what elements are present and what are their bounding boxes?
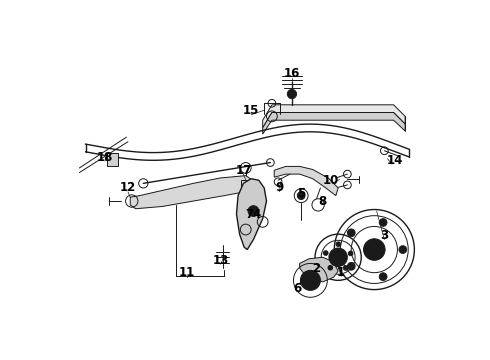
Circle shape <box>347 229 355 237</box>
Circle shape <box>336 242 341 247</box>
Polygon shape <box>130 176 255 209</box>
Text: 14: 14 <box>387 154 403 167</box>
Circle shape <box>300 270 320 291</box>
Text: 3: 3 <box>380 229 389 242</box>
Text: 1: 1 <box>337 266 345 279</box>
Polygon shape <box>237 179 267 249</box>
Text: 6: 6 <box>293 282 301 294</box>
Text: 12: 12 <box>120 181 136 194</box>
Circle shape <box>323 251 328 255</box>
Circle shape <box>379 273 387 280</box>
Text: 7: 7 <box>245 208 253 221</box>
Text: 4: 4 <box>252 208 261 221</box>
Text: 8: 8 <box>318 194 327 208</box>
Circle shape <box>347 262 355 270</box>
Circle shape <box>329 248 347 266</box>
Polygon shape <box>274 166 338 195</box>
Text: 15: 15 <box>243 104 259 117</box>
Polygon shape <box>300 257 338 282</box>
Circle shape <box>297 192 305 199</box>
Circle shape <box>348 251 353 256</box>
Circle shape <box>343 266 348 270</box>
Bar <box>107 153 118 166</box>
Circle shape <box>328 265 333 270</box>
Text: 9: 9 <box>275 181 284 194</box>
Text: 18: 18 <box>97 150 113 164</box>
Text: 17: 17 <box>235 164 251 177</box>
Text: 2: 2 <box>313 261 320 275</box>
Circle shape <box>248 206 259 216</box>
Polygon shape <box>263 112 405 134</box>
FancyBboxPatch shape <box>241 180 250 205</box>
Circle shape <box>364 239 385 260</box>
Text: 10: 10 <box>322 174 339 187</box>
Circle shape <box>379 219 387 226</box>
Circle shape <box>399 246 407 253</box>
Circle shape <box>287 89 296 99</box>
Text: 11: 11 <box>179 266 196 279</box>
Polygon shape <box>263 105 405 128</box>
Text: 5: 5 <box>297 187 305 200</box>
Text: 13: 13 <box>212 254 228 267</box>
Text: 16: 16 <box>284 67 300 81</box>
